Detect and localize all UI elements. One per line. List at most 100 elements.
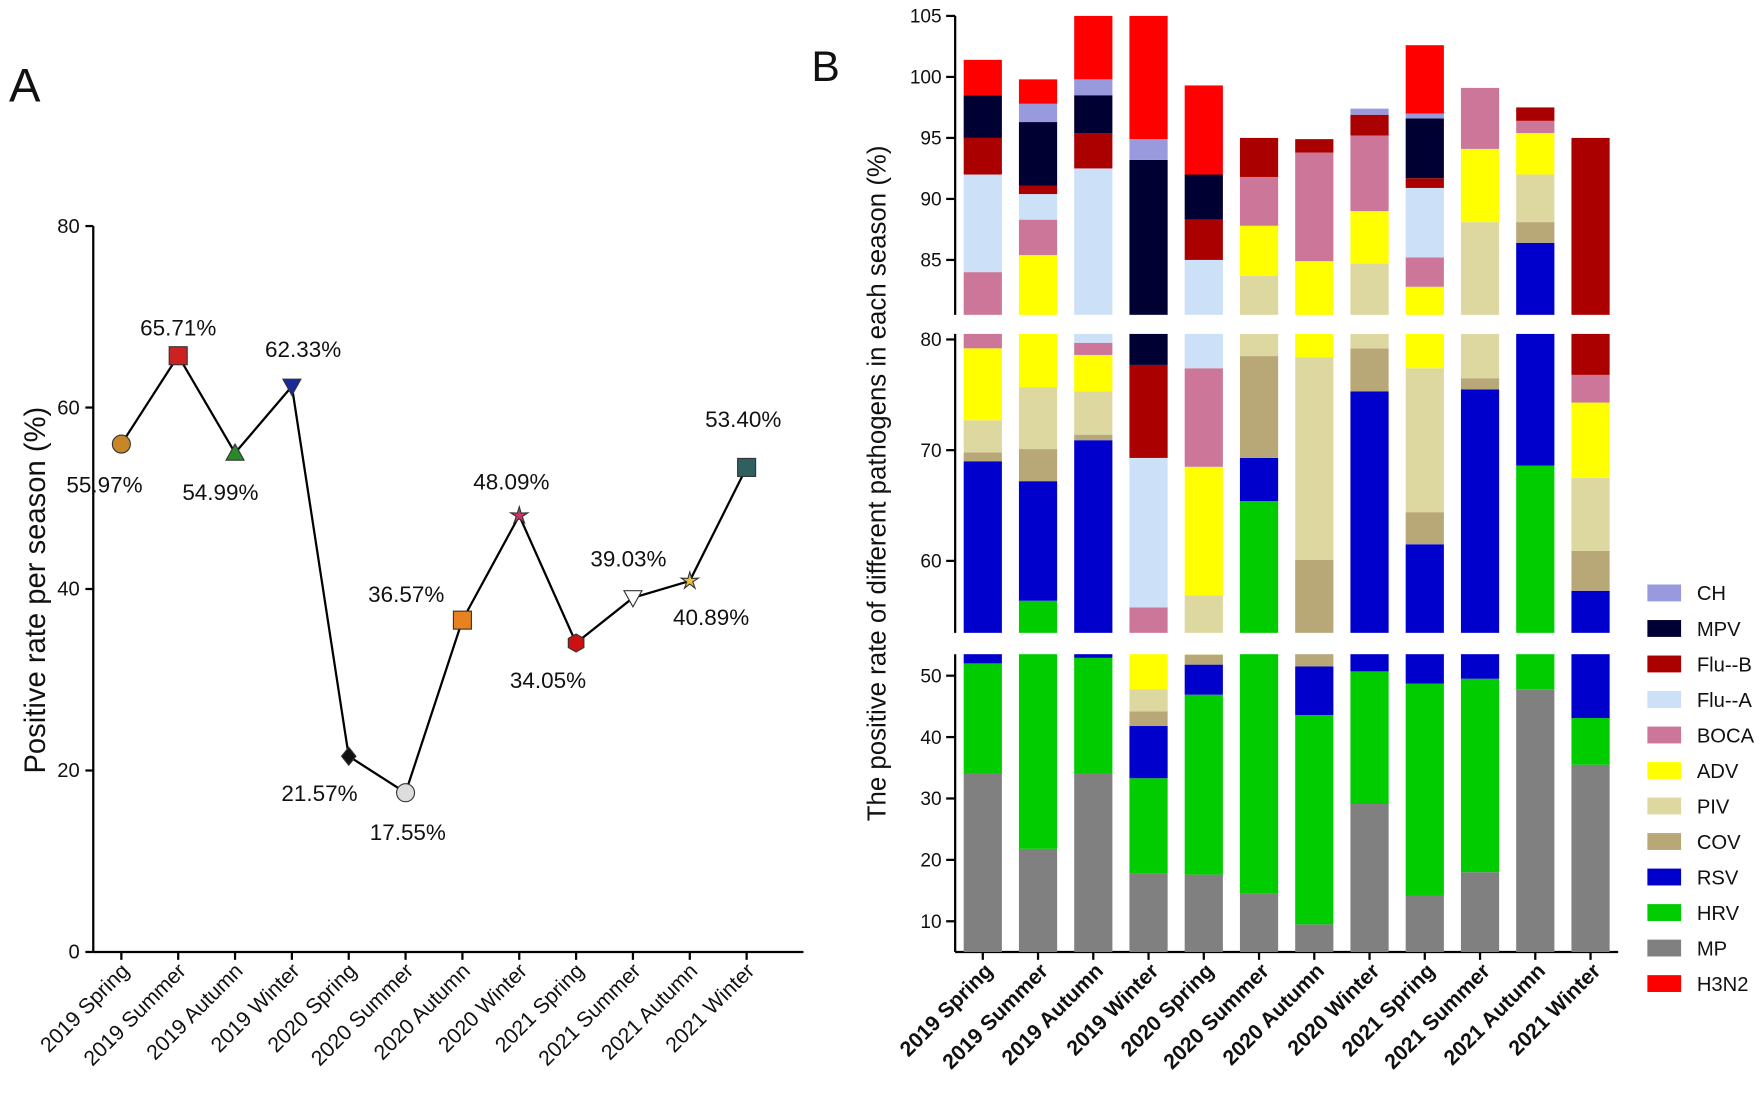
bar-segment — [1074, 440, 1113, 633]
bar-segment — [1460, 872, 1500, 952]
marker — [225, 442, 245, 461]
value-label: 55.97% — [66, 472, 142, 497]
bar-segment — [1184, 694, 1223, 875]
bar-segment — [1571, 764, 1610, 952]
bar-segment — [1460, 654, 1500, 679]
bar-segment — [1074, 391, 1113, 435]
bar-segment — [1239, 501, 1279, 633]
bar-segment — [1405, 118, 1444, 179]
bar-segment — [1074, 95, 1113, 134]
bar-segment — [1129, 159, 1168, 315]
legend-swatch — [1647, 904, 1682, 921]
bar-segment — [963, 95, 1002, 138]
bar-segment — [1571, 718, 1610, 765]
bar-segment — [1184, 664, 1223, 695]
marker — [679, 569, 701, 590]
bar-segment — [1295, 559, 1334, 633]
bar-segment — [1571, 402, 1610, 478]
bar-segment — [1129, 778, 1168, 874]
bar-segment — [1516, 174, 1555, 223]
bar-segment — [1129, 689, 1168, 712]
value-label: 48.09% — [473, 470, 549, 495]
bar-segment — [1239, 225, 1279, 276]
bar-segment — [963, 773, 1002, 952]
bar-segment — [1516, 242, 1555, 315]
bar-segment — [1295, 357, 1334, 560]
marker — [111, 434, 131, 454]
bar-segment — [1571, 654, 1610, 719]
bar-segment — [1350, 348, 1389, 392]
marker — [340, 746, 357, 767]
bar-segment — [1074, 657, 1113, 774]
bar-segment — [1571, 477, 1610, 551]
bar-segment — [1350, 654, 1389, 672]
bar-segment — [1074, 79, 1113, 96]
bar-segment — [1516, 333, 1555, 466]
bar-segment — [1074, 434, 1113, 441]
value-label: 54.99% — [182, 480, 258, 505]
y-tick-label: 60 — [57, 397, 80, 419]
marker — [168, 346, 188, 366]
bar-segment — [1074, 773, 1113, 952]
bar-segment — [1074, 342, 1113, 355]
bar-segment — [1350, 333, 1389, 349]
bar-segment — [1239, 356, 1279, 458]
bar-segment — [1405, 512, 1444, 545]
bar-segment — [1074, 654, 1113, 658]
legend-label: MP — [1697, 938, 1727, 960]
y-tick-label: 95 — [920, 129, 941, 150]
value-label: 53.40% — [705, 407, 781, 432]
y-tick-label: 60 — [920, 552, 941, 573]
y-tick-label: 90 — [920, 190, 941, 211]
value-label: 36.57% — [368, 582, 444, 607]
y-tick-label: 70 — [920, 441, 941, 462]
value-label: 39.03% — [590, 546, 666, 571]
bar-segment — [1405, 544, 1444, 633]
bar-segment — [1350, 114, 1389, 136]
bar-segment — [1295, 924, 1334, 952]
marker — [567, 633, 585, 653]
bar-segment — [1129, 654, 1168, 690]
bar-segment — [1018, 449, 1058, 482]
bar-segment — [1295, 152, 1334, 262]
bar-segment — [1571, 374, 1610, 403]
legend-swatch — [1647, 584, 1682, 602]
bar-segment — [963, 654, 1002, 664]
bar-segment — [1405, 45, 1444, 114]
marker — [737, 457, 757, 477]
bar-segment — [1516, 107, 1555, 121]
bar-segment — [1018, 481, 1058, 601]
bar-segment — [1129, 364, 1168, 458]
panel-label: A — [9, 59, 41, 112]
bar-segment — [963, 461, 1002, 633]
value-label: 21.57% — [281, 781, 357, 806]
bar-segment — [1184, 466, 1223, 596]
bar-segment — [1018, 185, 1058, 195]
bar-segment — [1405, 368, 1444, 513]
bar-segment — [1350, 804, 1389, 952]
legend-label: HRV — [1697, 903, 1740, 925]
legend-swatch — [1647, 620, 1682, 637]
bar-segment — [1129, 726, 1168, 779]
marker — [452, 610, 472, 630]
legend-label: BOCA — [1697, 725, 1755, 747]
legend-label: H3N2 — [1697, 974, 1749, 996]
bar-segment — [1516, 222, 1555, 243]
bar-segment — [1516, 120, 1555, 134]
legend-label: COV — [1697, 832, 1741, 854]
bar-segment — [1239, 137, 1279, 177]
bar-segment — [1018, 255, 1058, 315]
bar-segment — [1405, 113, 1444, 119]
bar-segment — [1074, 333, 1113, 343]
bar-segment — [1018, 122, 1058, 186]
bar-segment — [1018, 600, 1058, 633]
bar-segment — [1460, 148, 1500, 223]
legend-label: ADV — [1697, 761, 1739, 783]
bar-segment — [1129, 607, 1168, 633]
bar-segment — [963, 333, 1002, 349]
bar-segment — [963, 272, 1002, 315]
bar-segment — [1571, 137, 1610, 315]
bar-segment — [1571, 550, 1610, 591]
marker — [396, 783, 416, 803]
y-tick-label: 30 — [920, 789, 941, 810]
